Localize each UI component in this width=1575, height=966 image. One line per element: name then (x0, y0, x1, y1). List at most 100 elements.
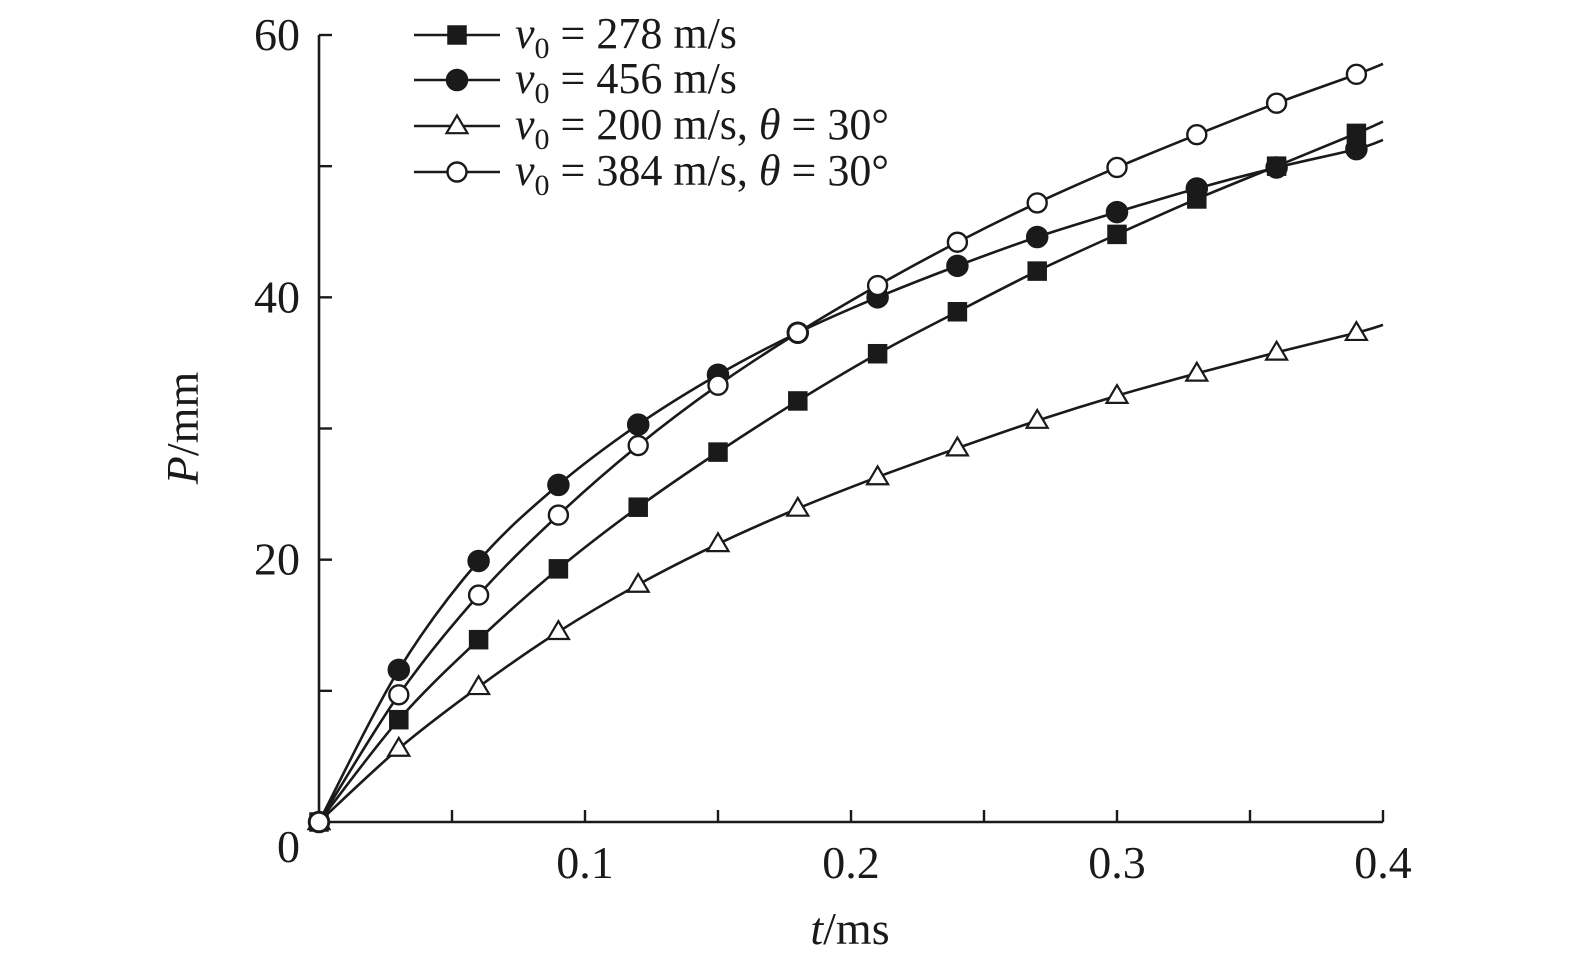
data-point (1025, 225, 1049, 249)
data-point (1345, 63, 1368, 86)
data-point (547, 504, 570, 526)
x-tick-label: 0.3 (1088, 837, 1146, 888)
ticks: 0.1 0.2 0.3 0.4 0 20 40 60 (254, 9, 1412, 888)
data-point (626, 413, 650, 436)
data-point (788, 391, 808, 411)
data-point (1265, 92, 1288, 114)
y-tick-label: 40 (254, 271, 300, 322)
data-point (628, 497, 648, 517)
data-point (944, 435, 970, 457)
data-point (1105, 200, 1129, 224)
legend-symbol: v (515, 54, 535, 103)
data-point (1107, 224, 1127, 245)
y-axis-label: P/mm (157, 372, 208, 486)
data-point (387, 658, 411, 682)
data-point (866, 274, 889, 297)
data-point (1024, 407, 1050, 429)
data-point (467, 584, 490, 606)
legend: v0 = 278 m/sv0 = 456 m/sv0 = 200 m/s, θ … (414, 9, 889, 202)
data-point (708, 442, 728, 462)
x-tick-label: 0.4 (1354, 837, 1412, 888)
y-tick-label: 0 (277, 821, 300, 872)
data-point (1345, 137, 1368, 161)
legend-rest: = 200 m/s, (550, 100, 759, 149)
data-point (1027, 261, 1047, 281)
data-point (467, 549, 490, 573)
legend-theta: θ (759, 146, 781, 195)
data-point (1264, 339, 1290, 361)
data-point (946, 231, 969, 253)
series-line (317, 120, 1384, 823)
legend-rest2: = 30° (781, 100, 889, 149)
data-point (386, 735, 412, 757)
data-point (548, 559, 569, 579)
data-point (627, 434, 649, 457)
legend-marker (446, 161, 468, 183)
legend-subscript: 0 (535, 123, 550, 156)
series-line (318, 323, 1384, 823)
data-point (1026, 192, 1048, 214)
data-point (1186, 123, 1208, 146)
legend-label: v0 = 456 m/s (515, 54, 737, 110)
data-point (705, 531, 731, 553)
series-triangle-open (306, 319, 1384, 831)
legend-entry: v0 = 278 m/s (414, 9, 737, 65)
data-point (865, 464, 891, 486)
legend-rest: = 456 m/s (550, 54, 737, 103)
y-axis-label-var: P (157, 456, 208, 485)
legend-rest2: = 30° (781, 146, 889, 195)
data-point (466, 674, 492, 696)
legend-subscript: 0 (535, 77, 550, 110)
x-tick-label: 0.2 (822, 837, 880, 888)
data-point (1106, 156, 1128, 179)
data-point (388, 684, 410, 706)
legend-theta: θ (759, 100, 781, 149)
series-square-filled (309, 120, 1384, 832)
series-line (317, 138, 1384, 823)
data-point (785, 495, 811, 517)
legend-label: v0 = 200 m/s, θ = 30° (515, 100, 889, 156)
legend-marker (447, 25, 467, 45)
series (306, 62, 1384, 834)
x-axis-label-var: t (810, 903, 824, 954)
data-point (308, 811, 330, 833)
data-point (707, 374, 729, 396)
legend-marker (445, 68, 469, 92)
data-point (947, 302, 968, 322)
legend-symbol: v (515, 146, 535, 195)
data-point (1185, 177, 1209, 200)
y-axis-label-unit: /mm (157, 372, 208, 457)
data-point (946, 254, 969, 278)
data-point (1343, 319, 1369, 342)
data-point (547, 473, 570, 497)
series-circle-filled (307, 137, 1384, 834)
legend-marker (444, 113, 470, 135)
y-tick-label: 60 (254, 9, 300, 60)
legend-entry: v0 = 456 m/s (414, 54, 737, 110)
legend-rest: = 384 m/s, (550, 146, 759, 195)
legend-entry: v0 = 200 m/s, θ = 30° (414, 100, 889, 156)
x-axis-label-unit: /ms (823, 903, 889, 954)
x-tick-label: 0.1 (556, 837, 614, 888)
data-point (787, 322, 809, 344)
legend-rest: = 278 m/s (550, 9, 737, 58)
data-point (1265, 156, 1288, 179)
data-point (468, 629, 489, 650)
legend-symbol: v (515, 9, 535, 58)
axis-labels: t/ms P/mm (157, 372, 890, 954)
data-point (1104, 382, 1130, 404)
y-tick-label: 20 (254, 534, 300, 585)
data-point (867, 343, 888, 364)
data-point (389, 709, 409, 730)
legend-subscript: 0 (535, 169, 550, 202)
legend-label: v0 = 384 m/s, θ = 30° (515, 146, 889, 202)
legend-subscript: 0 (535, 32, 550, 65)
legend-symbol: v (515, 100, 535, 149)
data-point (1184, 360, 1210, 382)
x-axis-label: t/ms (810, 903, 889, 954)
legend-label: v0 = 278 m/s (515, 9, 737, 65)
data-point (625, 571, 651, 593)
data-point (545, 619, 571, 641)
series-circle-open (308, 62, 1384, 833)
